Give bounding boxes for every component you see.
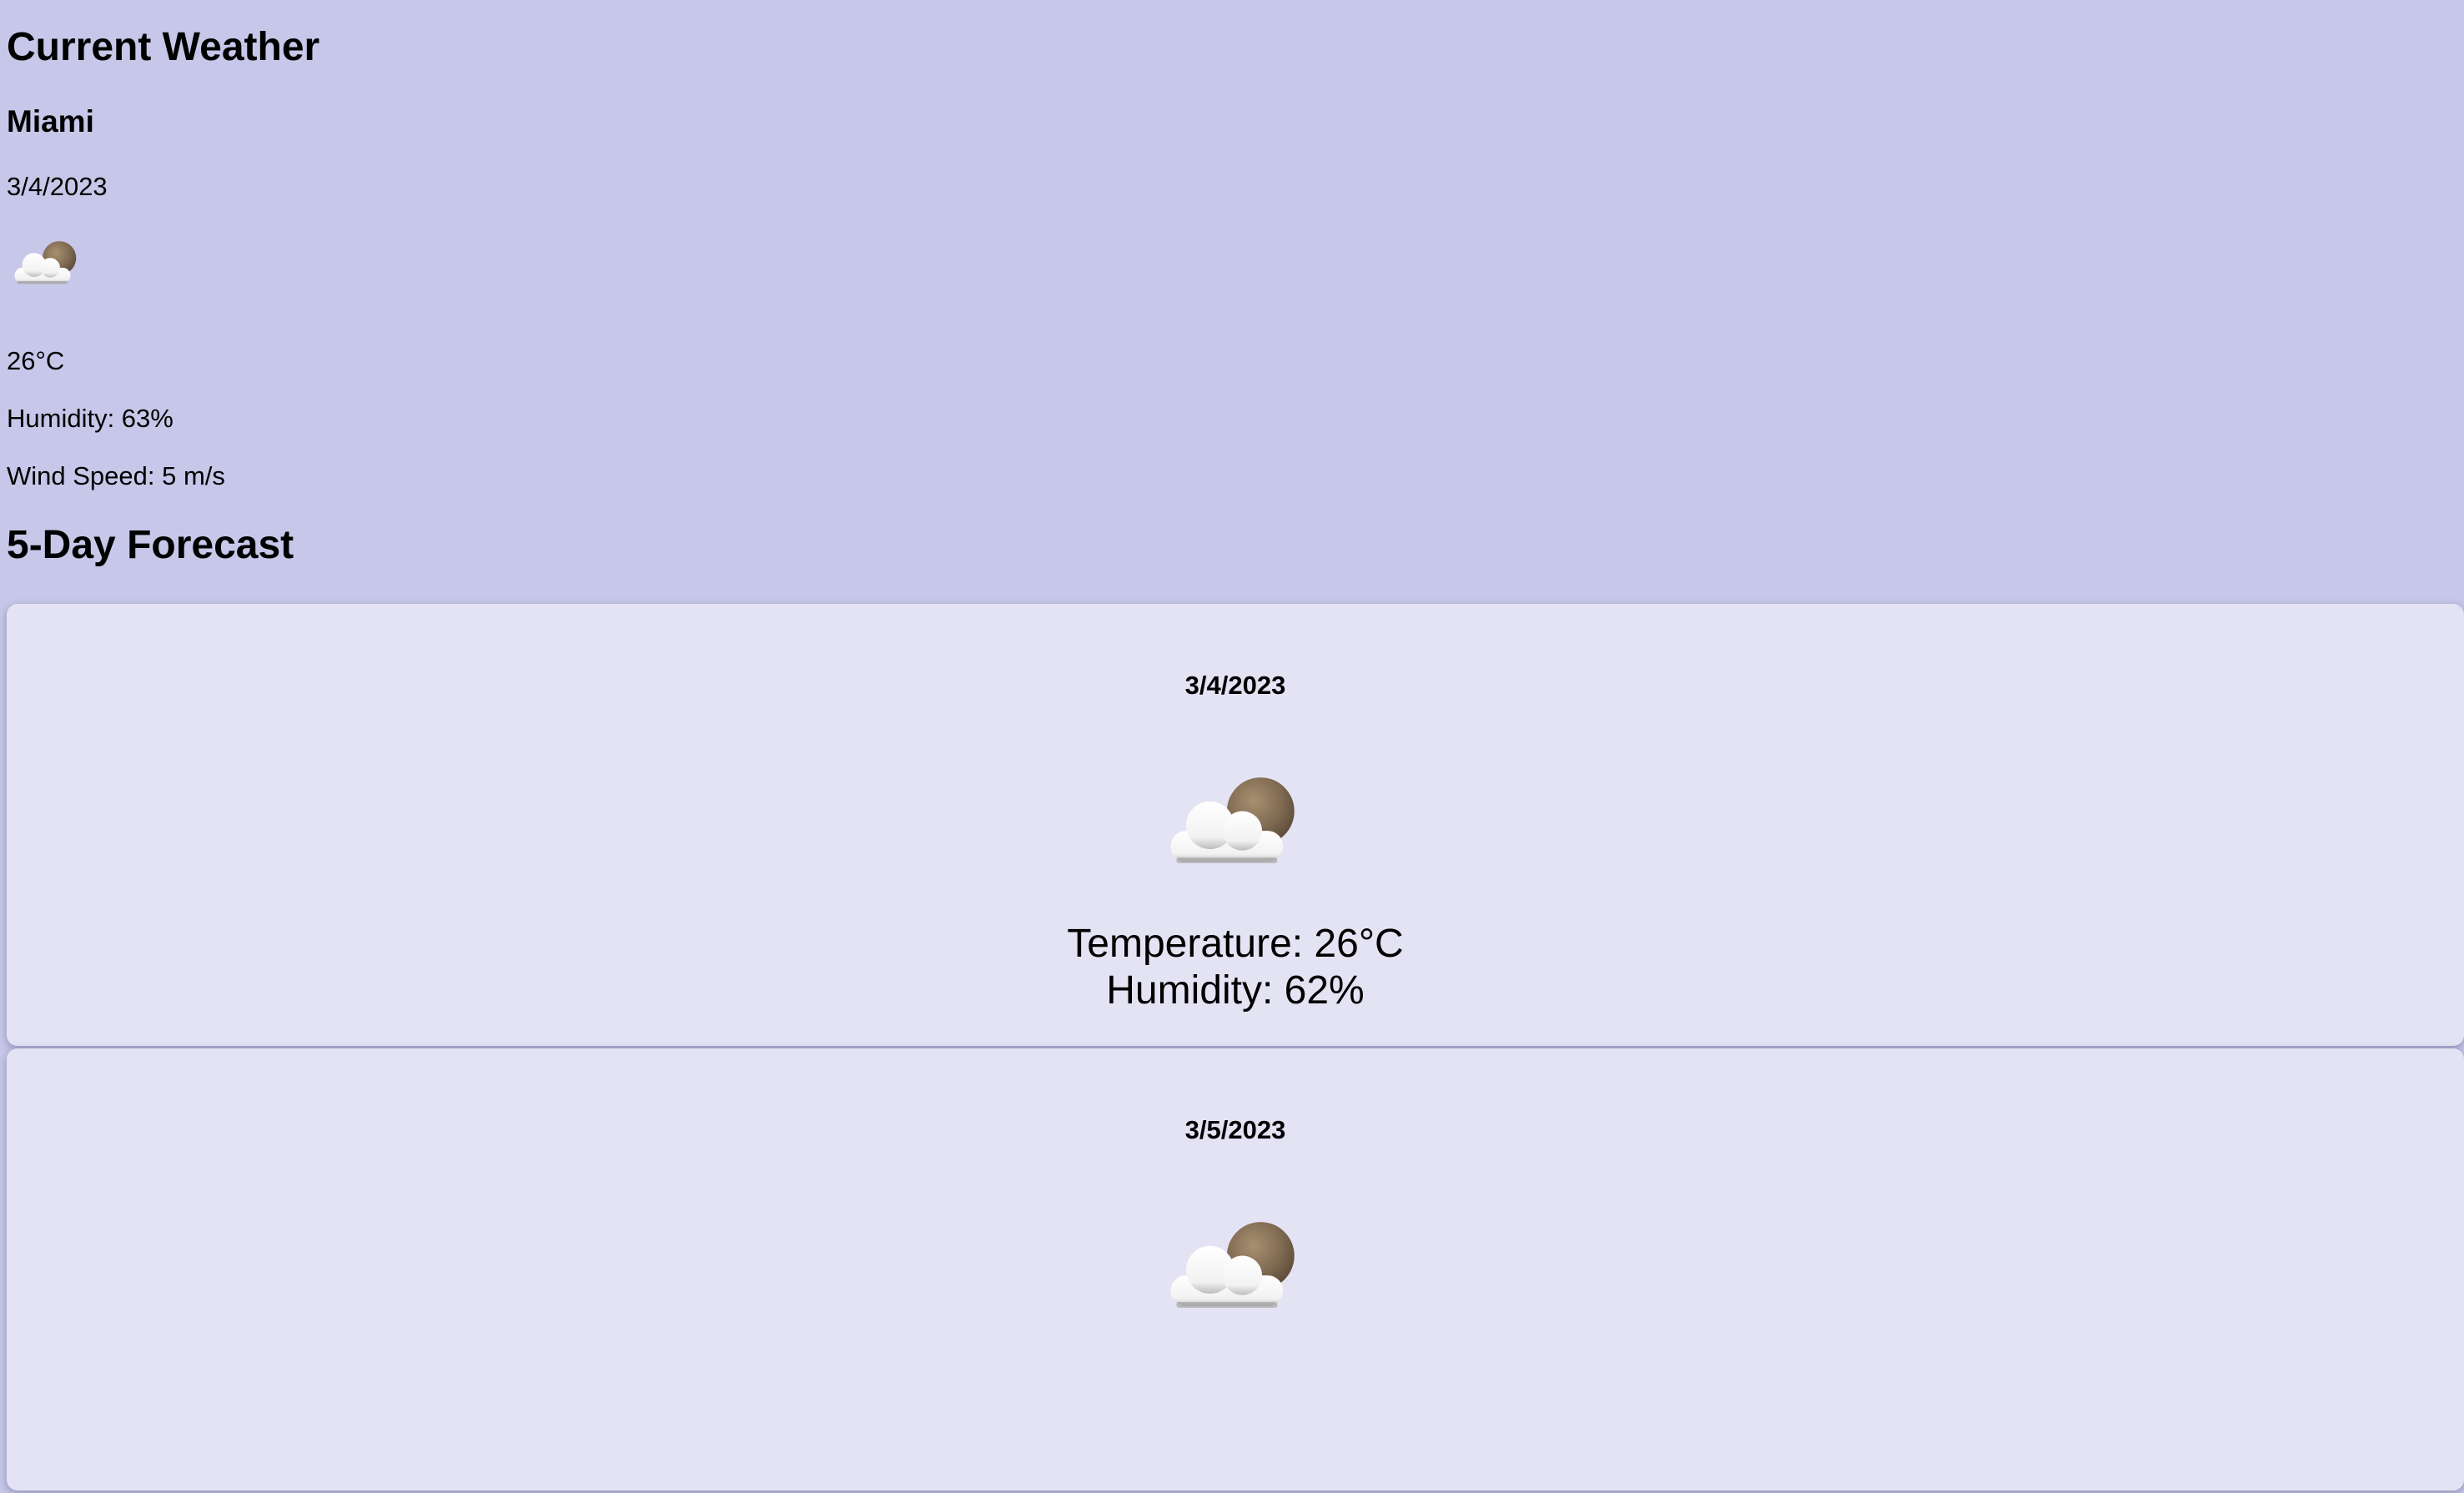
forecast-heading: 5-Day Forecast xyxy=(7,523,294,567)
forecast-card: 3/5/2023 xyxy=(7,1048,2464,1490)
forecast-humidity: Humidity: 62% xyxy=(1106,968,1365,1013)
current-humidity: Humidity: 63% xyxy=(7,404,173,433)
current-temperature: 26°C xyxy=(7,346,65,375)
current-date: 3/4/2023 xyxy=(7,172,108,201)
city-name: Miami xyxy=(7,104,94,138)
current-weather-heading: Current Weather xyxy=(7,25,320,69)
forecast-date: 3/5/2023 xyxy=(1184,1115,1286,1144)
forecast-date: 3/4/2023 xyxy=(1184,671,1286,700)
partly-cloudy-night-icon xyxy=(1170,777,1295,863)
partly-cloudy-night-icon xyxy=(14,241,77,284)
forecast-list: 3/4/2023 Temperature: 26°C Humidity: 62%… xyxy=(7,604,2464,1493)
current-wind-speed: Wind Speed: 5 m/s xyxy=(7,461,225,490)
forecast-details: Temperature: 26°C Humidity: 62% xyxy=(7,921,2464,1014)
forecast-card: 3/4/2023 Temperature: 26°C Humidity: 62% xyxy=(7,604,2464,1046)
partly-cloudy-night-icon xyxy=(1170,1222,1295,1308)
forecast-temperature: Temperature: 26°C xyxy=(1067,922,1404,966)
